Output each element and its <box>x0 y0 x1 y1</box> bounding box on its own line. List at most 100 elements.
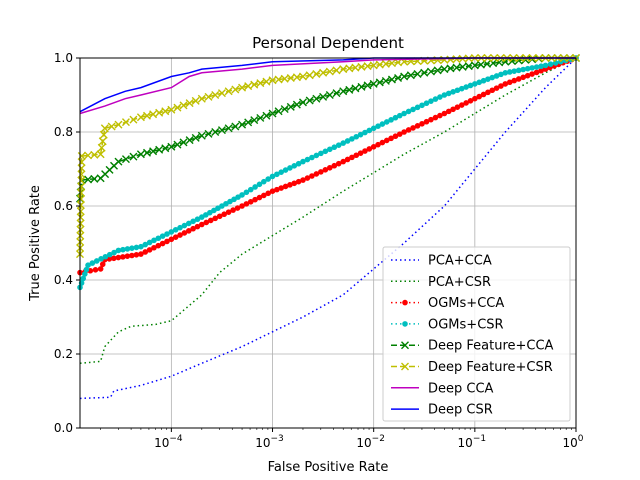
data-point <box>428 98 434 104</box>
data-point <box>485 89 491 96</box>
data-point <box>413 70 422 79</box>
data-point <box>291 163 298 169</box>
legend-entry-deep-cca: Deep CCA <box>391 381 494 396</box>
data-point <box>349 154 355 161</box>
data-point <box>357 150 364 156</box>
data-point <box>173 140 182 149</box>
data-point <box>300 158 306 165</box>
data-point <box>405 127 412 133</box>
data-point <box>362 148 368 154</box>
data-point <box>76 201 85 210</box>
data-point <box>92 267 99 273</box>
data-point <box>369 79 378 88</box>
x-tick-label: 10−3 <box>255 434 284 450</box>
series-line-pca-csr <box>79 57 577 365</box>
data-point <box>99 130 108 139</box>
data-point <box>410 106 416 113</box>
data-point <box>164 231 170 237</box>
data-point <box>107 122 116 131</box>
data-point <box>120 254 126 260</box>
data-point <box>339 87 348 96</box>
data-point <box>215 205 221 212</box>
data-point <box>190 218 196 225</box>
data-point <box>331 162 338 169</box>
data-point <box>238 83 247 92</box>
data-point <box>115 247 122 254</box>
data-point <box>370 125 377 132</box>
data-point <box>392 133 399 140</box>
x-axis-label: False Positive Rate <box>268 460 389 475</box>
data-point <box>197 94 206 103</box>
data-point <box>313 152 320 159</box>
data-point <box>77 188 86 197</box>
data-point <box>256 194 263 201</box>
data-point <box>295 160 302 167</box>
data-point <box>190 225 196 232</box>
data-point <box>212 215 219 222</box>
data-point <box>524 65 531 72</box>
data-point <box>244 118 253 127</box>
data-point <box>511 68 518 74</box>
data-point <box>419 102 425 109</box>
data-point <box>227 198 233 205</box>
data-point <box>472 95 478 102</box>
data-point <box>100 124 109 133</box>
data-point <box>76 207 85 216</box>
data-point <box>252 196 258 203</box>
data-point <box>76 194 85 203</box>
data-point <box>234 205 241 211</box>
data-point <box>179 138 188 147</box>
legend-label: Deep CSR <box>428 403 493 418</box>
data-point <box>313 171 320 177</box>
data-point <box>90 174 99 183</box>
data-point <box>217 126 226 135</box>
data-point <box>322 167 329 173</box>
data-point <box>172 226 179 233</box>
data-point <box>76 213 85 222</box>
data-point <box>489 87 496 94</box>
data-point <box>77 164 86 173</box>
data-point <box>177 224 183 231</box>
data-point <box>340 140 347 146</box>
data-point <box>129 252 135 259</box>
data-point <box>506 69 513 75</box>
data-point <box>446 55 455 64</box>
data-point <box>357 131 364 138</box>
data-point <box>124 246 131 252</box>
data-point <box>375 123 381 129</box>
data-point <box>224 87 233 96</box>
data-point <box>177 232 183 238</box>
data-point <box>278 169 285 175</box>
data-point <box>327 164 333 171</box>
data-point <box>458 102 465 108</box>
data-point <box>77 152 86 161</box>
legend-box <box>382 246 571 422</box>
data-point <box>502 70 509 76</box>
y-tick-label: 0.0 <box>54 421 73 435</box>
data-point <box>529 65 535 71</box>
data-point <box>256 79 265 88</box>
data-point <box>136 113 145 122</box>
data-point <box>181 230 188 236</box>
data-point <box>379 139 386 146</box>
data-point <box>151 244 157 251</box>
data-point <box>111 249 117 256</box>
data-point <box>146 239 153 246</box>
data-point <box>520 66 526 73</box>
data-point <box>243 189 250 196</box>
data-point <box>319 68 328 77</box>
data-point <box>231 122 240 131</box>
data-point <box>400 72 409 81</box>
data-point <box>392 114 399 121</box>
data-point <box>268 109 277 118</box>
data-point <box>115 254 122 261</box>
data-point <box>185 136 194 145</box>
data-point <box>394 73 403 82</box>
data-point <box>502 81 509 87</box>
data-point <box>250 80 259 89</box>
data-point <box>121 155 130 164</box>
data-point <box>172 234 179 240</box>
data-point <box>159 233 166 239</box>
data-point <box>269 173 276 180</box>
data-point <box>423 100 430 107</box>
